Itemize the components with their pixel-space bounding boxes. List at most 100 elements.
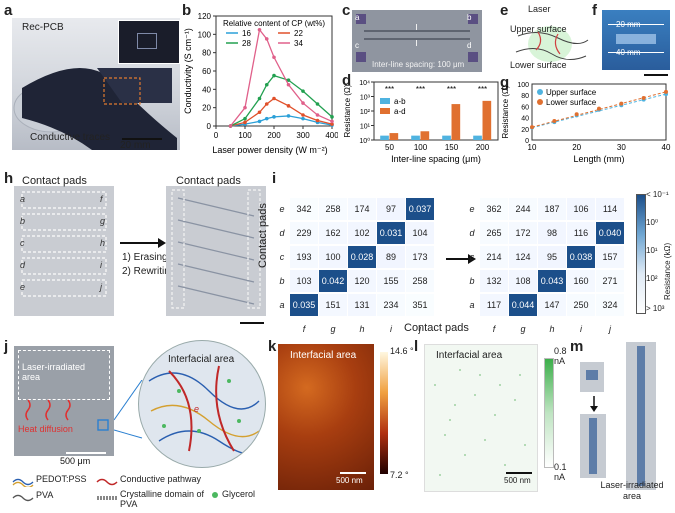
chart-b-point-28-7 bbox=[315, 102, 320, 106]
chart-g-point-1-2 bbox=[574, 112, 579, 117]
chart-b-point-34-3 bbox=[264, 37, 269, 41]
chart-b-point-28-1 bbox=[243, 116, 247, 121]
panel-f-dim1: 20 mm bbox=[616, 20, 641, 29]
chart-g-point-1-3 bbox=[597, 106, 601, 111]
heatmap-before-cell-af: 0.035 bbox=[290, 294, 318, 316]
panel-k-scale: 500 nm bbox=[336, 476, 363, 485]
cbar-tick-4: > 10³ bbox=[646, 304, 665, 313]
heatmap-before-cell-ei: 97 bbox=[377, 198, 405, 220]
chart-b-point-16-2 bbox=[257, 119, 262, 124]
chart-b-ytick-label-5: 100 bbox=[198, 30, 212, 39]
chart-d-annotation-3: *** bbox=[478, 85, 487, 94]
heatmap-before-col-label-i: i bbox=[390, 324, 392, 334]
chart-b-point-16-5 bbox=[286, 114, 291, 118]
heatmap-before-cell-ag: 151 bbox=[319, 294, 347, 316]
conductivity-line-chart: 0 20 40 60 80 100 120 0 100 200 300 400 Laser power … bbox=[183, 12, 338, 155]
chart-b-xtick-label-0: 0 bbox=[214, 131, 219, 140]
panel-m-arrow bbox=[590, 396, 598, 417]
chart-b-point-34-8 bbox=[330, 119, 334, 124]
panel-f-photo bbox=[602, 10, 670, 70]
chart-d-legend-a-d: a-d bbox=[394, 107, 406, 116]
chart-b-legend-34: 34 bbox=[294, 39, 303, 48]
chart-d-bar-a-b-100 bbox=[411, 135, 420, 140]
chart-d-bar-a-d-150 bbox=[451, 104, 461, 140]
legend-pva bbox=[12, 490, 34, 508]
chart-b-point-28-5 bbox=[286, 78, 291, 82]
chart-d-legend-a-b: a-b bbox=[394, 97, 406, 106]
heatmap-after-col-label-h: h bbox=[549, 324, 555, 334]
cbar-tick-3: 10² bbox=[646, 274, 658, 283]
chart-b-ytick-label-0: 0 bbox=[207, 122, 212, 131]
panel-label-l: l bbox=[414, 338, 419, 355]
heatmap-after-cell-bi: 160 bbox=[567, 270, 595, 292]
chart-g-ytick-label-1: 20 bbox=[521, 127, 529, 134]
heatmap-before-cell-di: 0.031 bbox=[377, 222, 405, 244]
chart-b-legend-22: 22 bbox=[294, 29, 303, 38]
panel-h-left-pad-d: d bbox=[20, 260, 26, 270]
heatmap-after-row-label-d: d bbox=[469, 228, 475, 238]
panel-a-inset bbox=[118, 20, 180, 64]
pad-label-a: a bbox=[355, 13, 360, 22]
heatmap-after-cell-ei: 106 bbox=[567, 198, 595, 220]
heatmap-before-cell-bg: 0.042 bbox=[319, 270, 347, 292]
pad-label-d: d bbox=[467, 41, 472, 50]
panel-j-heat: Heat diffusion bbox=[18, 424, 73, 434]
chart-b-xtick-label-3: 300 bbox=[296, 131, 310, 140]
panel-label-g: g bbox=[500, 74, 510, 91]
chart-b-point-28-3 bbox=[264, 82, 269, 87]
chart-g-legend-swatch-1 bbox=[537, 99, 543, 105]
heatmap-after-col-label-i: i bbox=[580, 324, 582, 334]
heatmap-before-cell-cf: 193 bbox=[290, 246, 318, 268]
chart-d-ytick-label-2: 10² bbox=[360, 109, 371, 116]
panel-j-electron: e bbox=[194, 404, 200, 414]
pad-label-b: b bbox=[467, 13, 472, 22]
chart-b-ytick-label-2: 40 bbox=[202, 85, 211, 94]
panel-j-zoom-circle bbox=[138, 340, 266, 468]
heatmap-before-cell-cg: 100 bbox=[319, 246, 347, 268]
panel-j-scale: 500 μm bbox=[60, 456, 91, 466]
panel-h-left-pad-c: c bbox=[20, 238, 25, 248]
chart-g-point-1-5 bbox=[641, 96, 646, 100]
chart-b-point-22-6 bbox=[301, 113, 305, 117]
heatmap-before-cell-bi: 155 bbox=[377, 270, 405, 292]
heatmap-after-cell-dg: 172 bbox=[509, 222, 537, 244]
legend-crystal-label: Crystalline domain of PVA bbox=[120, 489, 205, 509]
panel-h-right-title: Contact pads bbox=[176, 175, 241, 187]
chart-g-ytick-label-4: 80 bbox=[521, 93, 529, 100]
panel-k-cbar-min: 7.2 ° bbox=[390, 470, 409, 480]
panel-label-m: m bbox=[570, 338, 584, 355]
chart-d-annotation-2: *** bbox=[447, 85, 456, 94]
panel-label-k: k bbox=[268, 338, 277, 355]
legend-glycerol-label: Glycerol bbox=[222, 489, 256, 499]
chart-b-point-34-7 bbox=[315, 113, 320, 117]
panel-h-left-pad-e: e bbox=[20, 282, 26, 292]
panel-k-cbar-max: 14.6 ° bbox=[390, 346, 414, 356]
heatmap-after-cell-ch: 95 bbox=[538, 246, 566, 268]
chart-g-point-1-0 bbox=[530, 125, 534, 130]
heatmap-before-cell-dh: 102 bbox=[348, 222, 376, 244]
chart-g-legend-1: Lower surface bbox=[546, 98, 597, 107]
panel-l-cbar-min-unit: nA bbox=[554, 472, 566, 482]
heatmap-before-cell-bj: 258 bbox=[406, 270, 434, 292]
chart-d-xtick-label-3: 200 bbox=[476, 143, 490, 152]
chart-g-point-1-1 bbox=[552, 118, 557, 123]
chart-b-ytick-label-1: 20 bbox=[202, 104, 211, 113]
chart-g-ytick-label-5: 100 bbox=[517, 82, 529, 89]
heatmap-x-label: Contact pads bbox=[404, 322, 469, 334]
chart-b-point-22-4 bbox=[272, 96, 276, 101]
heatmap-y-label: Contact pads bbox=[257, 203, 269, 268]
panel-l-colorbar bbox=[544, 358, 554, 468]
heatmap-before-cell-df: 229 bbox=[290, 222, 318, 244]
erase-rewrite-arrow bbox=[120, 236, 166, 255]
heatmap-after-cell-aj: 324 bbox=[596, 294, 624, 316]
chart-d-bar-a-d-50 bbox=[389, 133, 399, 140]
panel-c-micrograph bbox=[352, 10, 482, 72]
panel-h-left-pad-b: b bbox=[20, 216, 26, 226]
panel-l-scalebar bbox=[506, 472, 532, 474]
panel-m-mid bbox=[580, 414, 606, 478]
heatmap-after-col-label-f: f bbox=[492, 324, 496, 334]
heatmap-after-row-label-b: b bbox=[469, 276, 475, 286]
panel-h-after bbox=[166, 186, 266, 316]
heatmap-before-cell-aj: 351 bbox=[406, 294, 434, 316]
panel-h-left-pad-h: h bbox=[100, 238, 106, 248]
